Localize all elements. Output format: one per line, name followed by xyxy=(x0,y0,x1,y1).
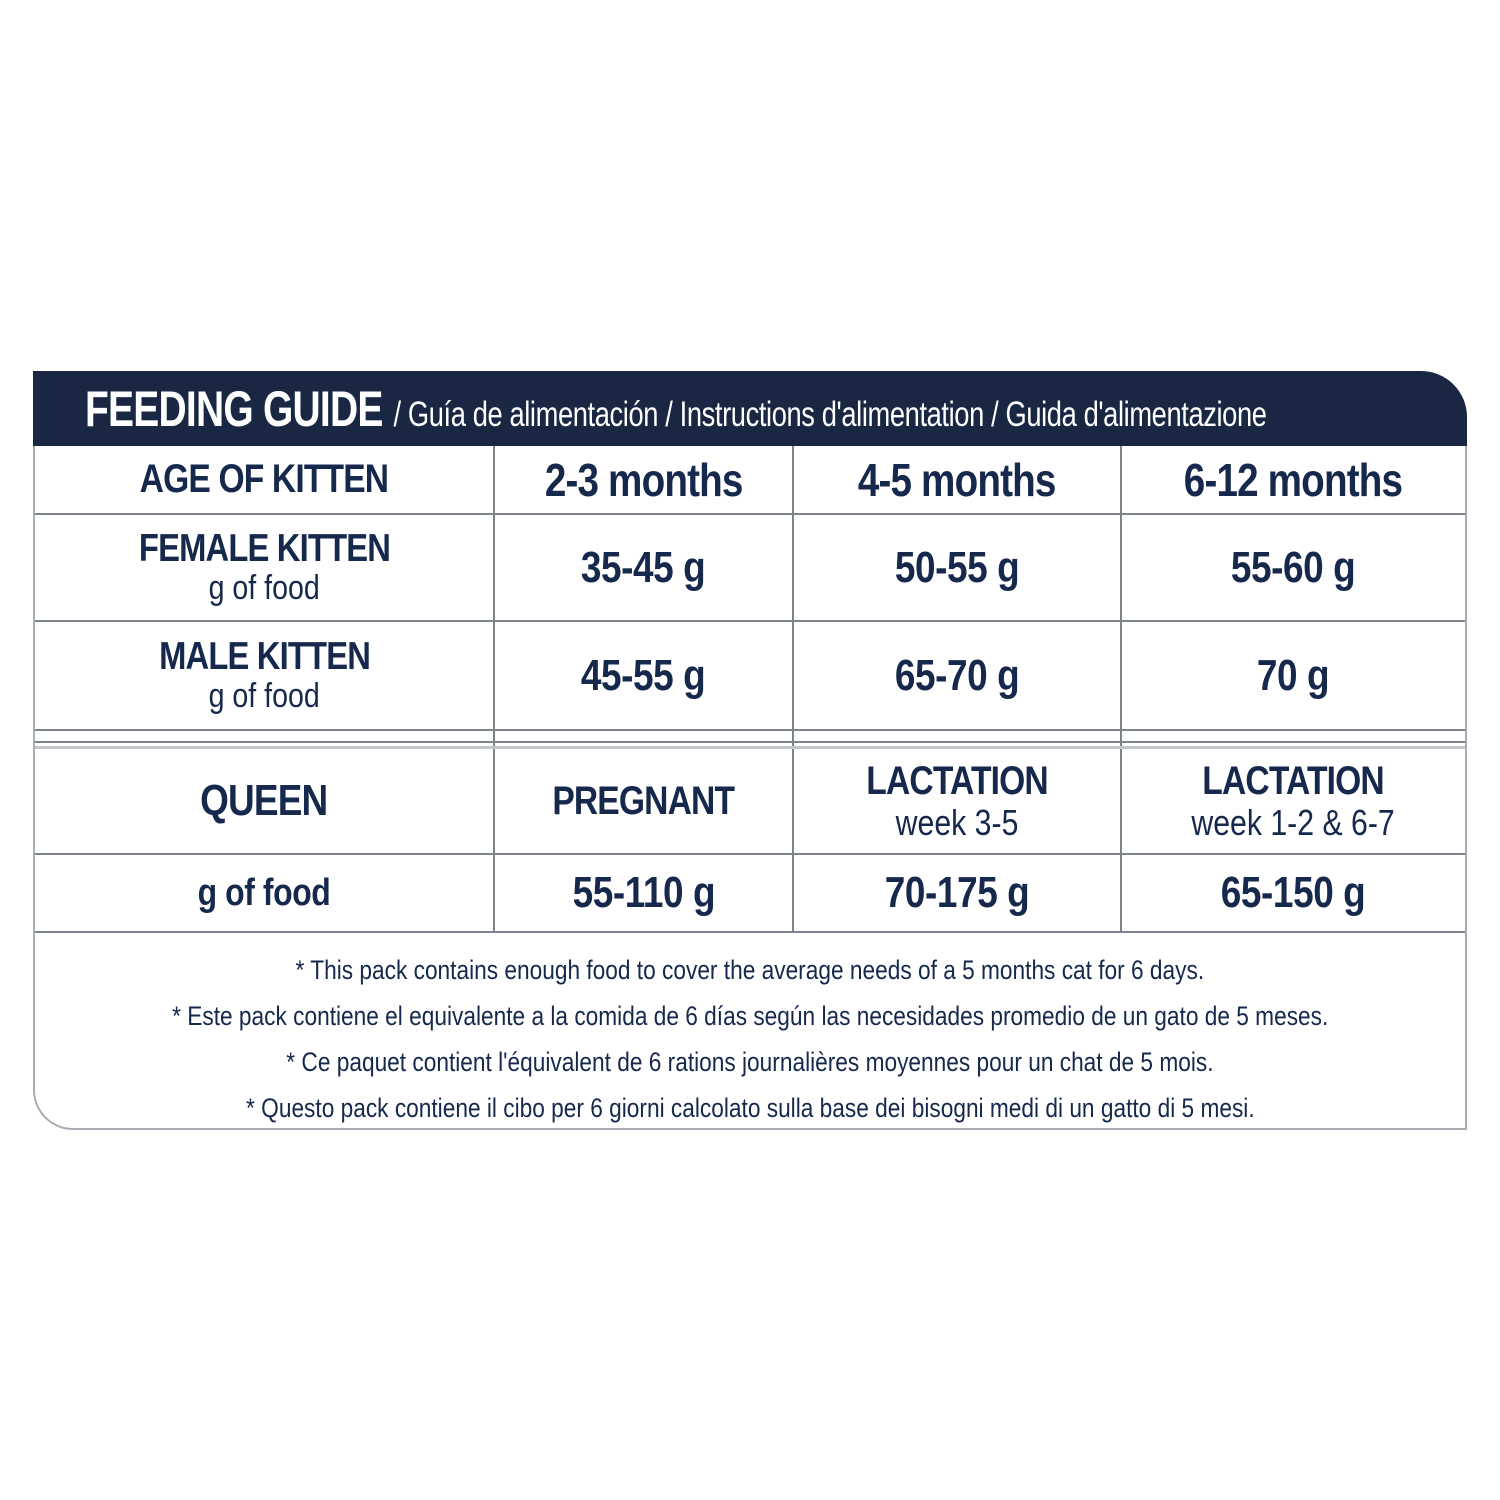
header-text-line: FEEDING GUIDE / Guía de alimentación / I… xyxy=(85,380,1267,438)
male-kitten-value: 45-55 g xyxy=(581,650,706,700)
age-column-4-5-months: 4-5 months xyxy=(794,446,1122,513)
queen-gfood-label: g of food xyxy=(197,871,331,914)
queen-column-pregnant: PREGNANT xyxy=(495,749,794,853)
queen-gfood-value-cell: 65-150 g xyxy=(1122,855,1465,931)
header-title: FEEDING GUIDE xyxy=(85,380,383,437)
footnote-italian: * Questo pack contiene il cibo per 6 gio… xyxy=(35,1085,1465,1128)
queen-gfood-row: g of food 55-110 g 70-175 g 65-150 g xyxy=(35,855,1465,933)
age-header-label-cell: AGE OF KITTEN xyxy=(35,446,496,513)
male-kitten-value: 70 g xyxy=(1257,650,1330,700)
female-kitten-value: 50-55 g xyxy=(894,542,1019,592)
male-kitten-value: 65-70 g xyxy=(894,650,1019,700)
queen-gfood-value: 70-175 g xyxy=(884,868,1029,917)
age-column-label: 6-12 months xyxy=(1184,453,1403,506)
footnote-spanish: * Este pack contiene el equivalente a la… xyxy=(35,993,1465,1039)
lactation-label: LACTATION xyxy=(865,759,1048,804)
header-subtitle: / Guía de alimentación / Instructions d'… xyxy=(393,394,1267,434)
queen-label: QUEEN xyxy=(200,776,329,825)
footnote-french: * Ce paquet contient l'équivalent de 6 r… xyxy=(35,1039,1465,1085)
age-column-6-12-months: 6-12 months xyxy=(1122,446,1465,513)
male-kitten-value-cell: 45-55 g xyxy=(495,622,794,729)
age-column-label: 2-3 months xyxy=(544,453,744,506)
queen-gfood-value: 65-150 g xyxy=(1221,868,1366,917)
section-divider-light-line xyxy=(35,743,1465,749)
queen-gfood-value-cell: 55-110 g xyxy=(495,855,794,931)
footnotes-block: * This pack contains enough food to cove… xyxy=(35,933,1465,1128)
divider-cell xyxy=(35,731,496,741)
divider-cell xyxy=(794,743,1122,746)
male-kitten-value-cell: 65-70 g xyxy=(794,622,1122,729)
male-kitten-row: MALE KITTEN g of food 45-55 g 65-70 g 70… xyxy=(35,622,1465,731)
lactation-weeks: week 3-5 xyxy=(895,802,1019,844)
male-kitten-label-cell: MALE KITTEN g of food xyxy=(35,622,496,729)
female-kitten-value: 55-60 g xyxy=(1231,542,1356,592)
age-of-kitten-label: AGE OF KITTEN xyxy=(139,457,389,501)
feeding-guide-header: FEEDING GUIDE / Guía de alimentación / I… xyxy=(33,371,1467,446)
queen-gfood-label-cell: g of food xyxy=(35,855,496,931)
divider-cell xyxy=(1122,743,1465,746)
female-kitten-value-cell: 35-45 g xyxy=(495,515,794,620)
age-header-row: AGE OF KITTEN 2-3 months 4-5 months 6-12… xyxy=(35,446,1465,515)
female-kitten-row: FEMALE KITTEN g of food 35-45 g 50-55 g … xyxy=(35,515,1465,622)
queen-column-lactation-week-3-5: LACTATION week 3-5 xyxy=(794,749,1122,853)
lactation-weeks: week 1-2 & 6-7 xyxy=(1191,802,1396,844)
footnote-text: * Questo pack contiene il cibo per 6 gio… xyxy=(245,1093,1255,1123)
female-kitten-sublabel: g of food xyxy=(208,569,320,608)
female-kitten-value: 35-45 g xyxy=(581,542,706,592)
divider-cell xyxy=(1122,731,1465,741)
pregnant-label: PREGNANT xyxy=(552,779,736,823)
queen-gfood-value: 55-110 g xyxy=(572,868,715,917)
female-kitten-value-cell: 50-55 g xyxy=(794,515,1122,620)
age-column-label: 4-5 months xyxy=(857,453,1057,506)
divider-cell xyxy=(495,731,794,741)
age-column-2-3-months: 2-3 months xyxy=(495,446,794,513)
queen-gfood-value-cell: 70-175 g xyxy=(794,855,1122,931)
divider-cell xyxy=(35,743,496,746)
female-kitten-label-cell: FEMALE KITTEN g of food xyxy=(35,515,496,620)
lactation-label: LACTATION xyxy=(1202,759,1385,804)
divider-cell xyxy=(495,743,794,746)
section-divider-gap xyxy=(35,731,1465,743)
male-kitten-sublabel: g of food xyxy=(208,677,320,716)
footnote-text: * This pack contains enough food to cove… xyxy=(295,955,1205,985)
feeding-guide-panel: FEEDING GUIDE / Guía de alimentación / I… xyxy=(33,371,1467,1130)
footnote-english: * This pack contains enough food to cove… xyxy=(35,947,1465,993)
footnote-text: * Ce paquet contient l'équivalent de 6 r… xyxy=(286,1047,1214,1077)
female-kitten-value-cell: 55-60 g xyxy=(1122,515,1465,620)
queen-column-lactation-week-1-2-6-7: LACTATION week 1-2 & 6-7 xyxy=(1122,749,1465,853)
male-kitten-label: MALE KITTEN xyxy=(158,635,371,679)
queen-label-cell: QUEEN xyxy=(35,749,496,853)
feeding-guide-table: AGE OF KITTEN 2-3 months 4-5 months 6-12… xyxy=(33,446,1467,1130)
male-kitten-value-cell: 70 g xyxy=(1122,622,1465,729)
queen-header-row: QUEEN PREGNANT LACTATION week 3-5 LACTAT… xyxy=(35,749,1465,855)
divider-cell xyxy=(794,731,1122,741)
female-kitten-label: FEMALE KITTEN xyxy=(138,527,391,571)
footnote-text: * Este pack contiene el equivalente a la… xyxy=(171,1001,1329,1031)
